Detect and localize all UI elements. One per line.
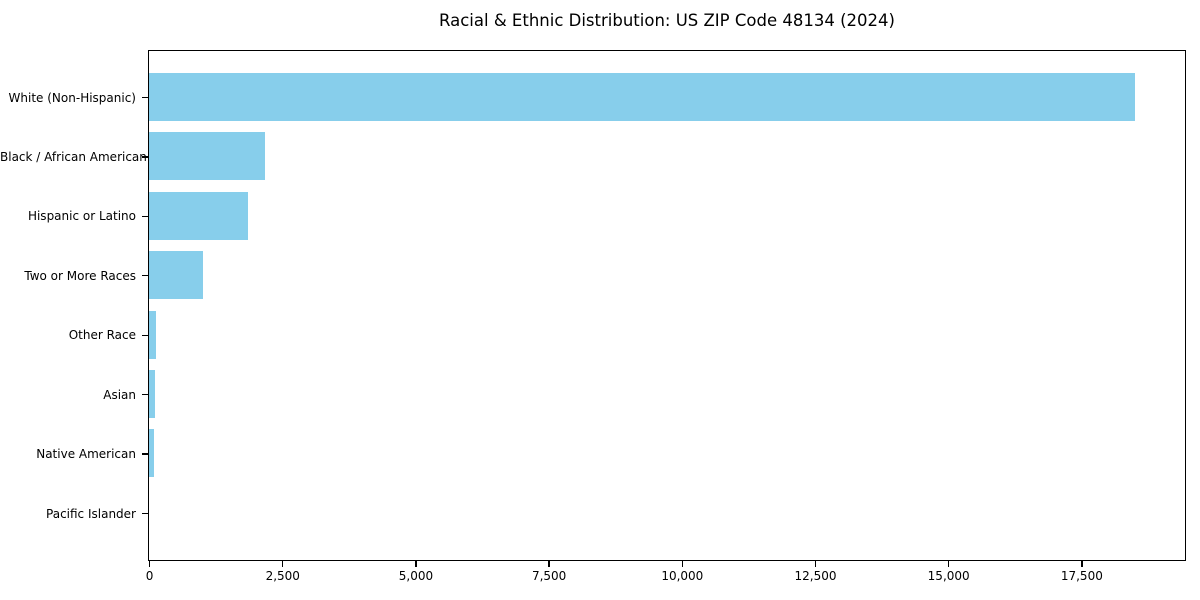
x-tick-label: 12,500 — [794, 569, 837, 583]
y-tick-mark — [142, 215, 148, 218]
y-tick-label: Black / African American — [0, 149, 147, 164]
y-tick-mark — [142, 334, 148, 336]
bar — [149, 191, 249, 240]
x-tick-mark — [282, 561, 284, 567]
x-tick-mark — [814, 561, 817, 567]
x-tick-label: 7,500 — [531, 569, 567, 583]
y-tick-mark — [142, 156, 148, 158]
x-tick-label: 15,000 — [927, 569, 970, 583]
y-tick-label: Pacific Islander — [46, 506, 136, 521]
x-tick-label: 17,500 — [1060, 569, 1103, 583]
x-tick-label: 0 — [145, 569, 154, 583]
y-tick-label: Hispanic or Latino — [27, 209, 136, 224]
x-tick-mark — [947, 561, 950, 567]
bar — [149, 251, 204, 300]
x-tick-mark — [681, 561, 683, 567]
y-tick-label: Native American — [36, 447, 136, 462]
x-tick-mark — [148, 561, 151, 567]
y-tick-label: Other Race — [68, 328, 136, 343]
x-tick-mark — [415, 561, 417, 567]
y-tick-mark — [142, 512, 148, 515]
x-tick-mark — [548, 561, 550, 567]
y-tick-label: White (Non-Hispanic) — [8, 90, 136, 105]
bar — [149, 310, 157, 359]
y-tick-mark — [142, 96, 148, 99]
y-tick-mark — [142, 275, 148, 277]
y-tick-mark — [142, 453, 148, 455]
bar — [149, 370, 156, 419]
bar — [149, 72, 1135, 121]
bar — [149, 429, 154, 478]
y-tick-label: Two or More Races — [24, 268, 136, 283]
chart-title: Racial & Ethnic Distribution: US ZIP Cod… — [439, 11, 895, 30]
x-tick-label: 10,000 — [661, 569, 704, 583]
y-tick-mark — [142, 393, 148, 396]
x-tick-label: 2,500 — [265, 569, 300, 583]
x-tick-mark — [1081, 561, 1083, 567]
y-tick-label: Asian — [103, 387, 136, 402]
x-tick-label: 5,000 — [398, 569, 434, 583]
bar — [149, 132, 266, 181]
plot-area — [148, 50, 1186, 561]
